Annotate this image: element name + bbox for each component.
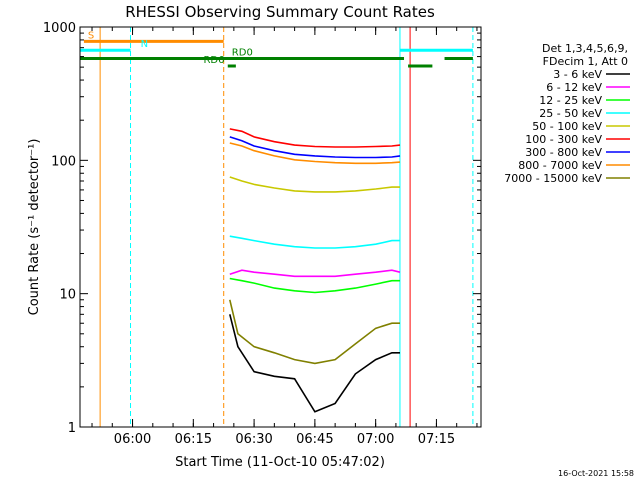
flag-label-rd6: RD6	[203, 55, 224, 66]
legend-label-4: 25 - 50 keV	[539, 107, 602, 120]
legend-label-7: 300 - 800 keV	[525, 146, 602, 159]
series-line-8	[229, 142, 401, 165]
series-line-3	[229, 277, 400, 294]
y-tick-label-1: 1	[68, 421, 76, 436]
flag-label-s: S	[88, 30, 94, 41]
legend-label-8: 800 - 7000 keV	[518, 159, 602, 172]
x-tick-label-0700: 07:00	[357, 432, 394, 447]
y-axis-label: Count Rate (s⁻¹ detector⁻¹)	[27, 139, 42, 316]
legend-label-3: 12 - 25 keV	[539, 94, 602, 107]
legend-label-5: 50 - 100 keV	[532, 120, 602, 133]
x-tick-label-0645: 06:45	[296, 432, 333, 447]
series-line-9	[229, 299, 400, 365]
y-axis: 1 10 100 1000	[43, 21, 481, 436]
y-tick-label-10: 10	[59, 288, 76, 303]
series-line-1	[229, 314, 400, 413]
legend-label-9: 7000 - 15000 keV	[504, 172, 602, 185]
y-tick-label-1000: 1000	[43, 21, 76, 36]
series-line-7	[229, 136, 401, 159]
series-line-4	[229, 235, 400, 249]
legend-label-2: 6 - 12 keV	[546, 81, 602, 94]
legend-header-line-1: Det 1,3,4,5,6,9,	[542, 42, 628, 55]
footer-date: 16-Oct-2021 15:58	[558, 469, 634, 478]
plot-content: S N RD0 RD6	[80, 27, 474, 427]
series-line-5	[229, 176, 400, 193]
y-tick-label-100: 100	[51, 154, 76, 169]
flag-label-rd0: RD0	[232, 48, 253, 59]
series-line-6	[229, 128, 401, 148]
x-tick-label-0615: 06:15	[175, 432, 212, 447]
x-axis-label: Start Time (11-Oct-10 05:47:02)	[175, 455, 385, 470]
legend-header-line-2: FDecim 1, Att 0	[543, 55, 628, 68]
legend-label-6: 100 - 300 keV	[525, 133, 602, 146]
x-tick-label-0630: 06:30	[235, 432, 272, 447]
flag-label-n: N	[141, 39, 148, 50]
x-tick-label-0715: 07:15	[418, 432, 455, 447]
legend-label-1: 3 - 6 keV	[553, 68, 602, 81]
plot-frame	[79, 26, 482, 428]
x-axis: 06:00 06:15 06:30 06:45 07:00 07:15	[91, 27, 478, 447]
series-line-2	[229, 269, 401, 278]
x-tick-label-0600: 06:00	[114, 432, 151, 447]
legend: Det 1,3,4,5,6,9, FDecim 1, Att 0 3 - 6 k…	[504, 42, 630, 185]
chart-title: RHESSI Observing Summary Count Rates	[125, 3, 435, 21]
